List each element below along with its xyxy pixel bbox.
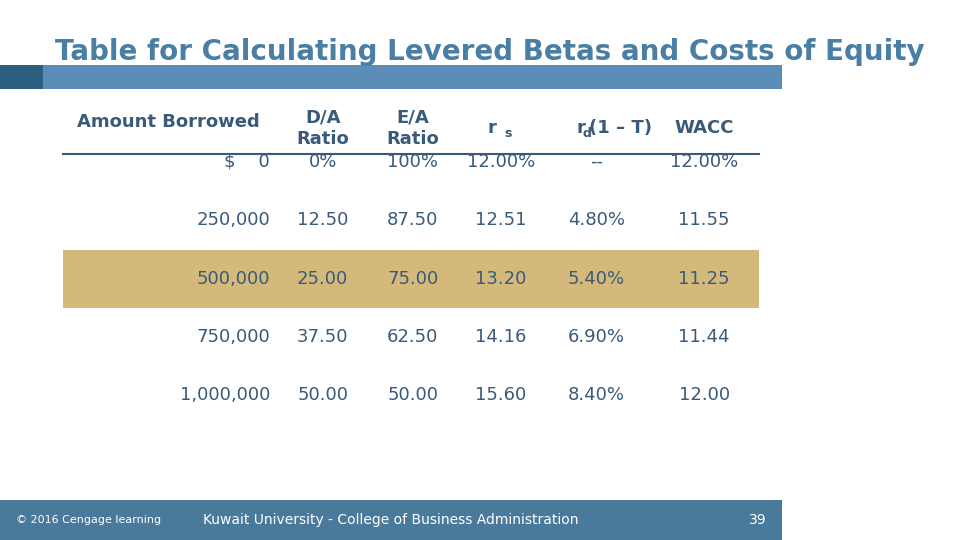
Text: 11.44: 11.44 [679, 328, 730, 346]
Text: Ratio: Ratio [297, 130, 349, 147]
Text: 25.00: 25.00 [297, 269, 348, 288]
Text: 8.40%: 8.40% [568, 386, 625, 404]
Text: 12.50: 12.50 [297, 211, 348, 230]
Text: 12.51: 12.51 [475, 211, 526, 230]
Text: 13.20: 13.20 [475, 269, 526, 288]
Bar [62, 250, 758, 308]
Text: Table for Calculating Levered Betas and Costs of Equity: Table for Calculating Levered Betas and … [55, 38, 924, 66]
Text: 6.90%: 6.90% [568, 328, 625, 346]
Text: Amount Borrowed: Amount Borrowed [77, 113, 259, 131]
Bar [0, 65, 782, 89]
Text: 37.50: 37.50 [297, 328, 348, 346]
Text: r: r [577, 119, 586, 137]
Text: 50.00: 50.00 [298, 386, 348, 404]
Text: 500,000: 500,000 [197, 269, 270, 288]
Text: r: r [488, 119, 496, 137]
Text: $    0: $ 0 [224, 153, 270, 171]
Text: 100%: 100% [387, 153, 438, 171]
Text: (1 – T): (1 – T) [589, 119, 653, 137]
Text: E/A: E/A [396, 108, 429, 126]
Text: s: s [505, 127, 512, 140]
Text: 50.00: 50.00 [387, 386, 438, 404]
Text: 1,000,000: 1,000,000 [180, 386, 270, 404]
Text: 5.40%: 5.40% [568, 269, 625, 288]
Text: Ratio: Ratio [386, 130, 439, 147]
Bar [0, 65, 43, 89]
Text: 12.00: 12.00 [679, 386, 730, 404]
Text: 750,000: 750,000 [196, 328, 270, 346]
Text: 15.60: 15.60 [475, 386, 526, 404]
Text: 4.80%: 4.80% [568, 211, 625, 230]
Text: 87.50: 87.50 [387, 211, 439, 230]
Text: © 2016 Cengage learning: © 2016 Cengage learning [15, 515, 160, 525]
Text: Kuwait University - College of Business Administration: Kuwait University - College of Business … [204, 513, 579, 526]
Text: d: d [583, 127, 591, 140]
Text: 75.00: 75.00 [387, 269, 439, 288]
Bar [0, 500, 782, 540]
Text: 12.00%: 12.00% [467, 153, 535, 171]
Text: 39: 39 [749, 513, 767, 526]
Text: WACC: WACC [674, 119, 733, 137]
Text: 14.16: 14.16 [475, 328, 526, 346]
Text: --: -- [590, 153, 603, 171]
Text: 11.25: 11.25 [679, 269, 730, 288]
Text: 250,000: 250,000 [196, 211, 270, 230]
Text: 11.55: 11.55 [679, 211, 730, 230]
Text: 0%: 0% [308, 153, 337, 171]
Text: 12.00%: 12.00% [670, 153, 738, 171]
Text: 62.50: 62.50 [387, 328, 439, 346]
Text: D/A: D/A [305, 108, 341, 126]
